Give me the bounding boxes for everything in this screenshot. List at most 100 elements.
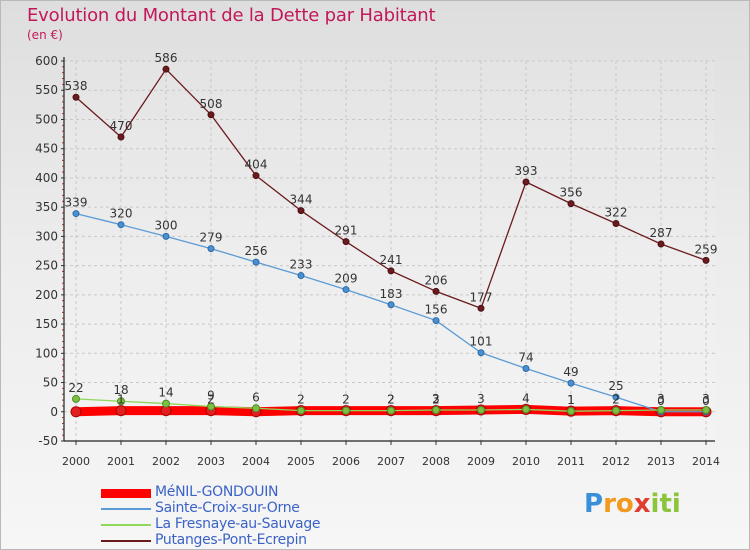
- y-tick-label: -50: [38, 434, 58, 448]
- x-tick-label: 2001: [107, 455, 135, 468]
- y-tick-label: 300: [35, 229, 58, 243]
- data-point-putanges-pont-ecrepin: [657, 240, 665, 248]
- data-point-putanges-pont-ecrepin: [117, 133, 125, 141]
- data-label-putanges-pont-ecrepin: 344: [290, 193, 313, 207]
- data-label-menil-gondouin: 1: [567, 393, 575, 407]
- data-point-putanges-pont-ecrepin: [522, 178, 530, 186]
- data-point-la-fresnaye-au-sauvage: [162, 399, 170, 408]
- data-point-la-fresnaye-au-sauvage: [567, 407, 575, 416]
- legend-label: Putanges-Pont-Ecrepin: [155, 532, 307, 548]
- data-label-sainte-croix-sur-orne: 101: [470, 335, 493, 349]
- data-label-sainte-croix-sur-orne: 233: [290, 258, 313, 272]
- data-label-sainte-croix-sur-orne: 300: [155, 218, 178, 232]
- logo-letter: o: [615, 489, 634, 519]
- data-label-sainte-croix-sur-orne: 49: [563, 365, 578, 379]
- x-tick-label: 2012: [602, 455, 630, 468]
- data-label-la-fresnaye-au-sauvage: 3: [657, 392, 665, 406]
- data-point-sainte-croix-sur-orne: [72, 210, 80, 218]
- data-point-putanges-pont-ecrepin: [72, 93, 80, 101]
- x-tick-label: 2006: [332, 455, 360, 468]
- y-tick-label: 600: [35, 54, 58, 68]
- x-tick-label: 2013: [647, 455, 675, 468]
- data-label-putanges-pont-ecrepin: 259: [695, 242, 718, 256]
- data-label-sainte-croix-sur-orne: 339: [65, 196, 88, 210]
- data-label-menil-gondouin: 2: [387, 393, 395, 407]
- x-tick-label: 2009: [467, 455, 495, 468]
- data-point-la-fresnaye-au-sauvage: [252, 404, 260, 413]
- data-label-putanges-pont-ecrepin: 206: [425, 273, 448, 287]
- data-point-putanges-pont-ecrepin: [342, 238, 350, 246]
- data-label-putanges-pont-ecrepin: 291: [335, 224, 358, 238]
- data-label-sainte-croix-sur-orne: 74: [518, 351, 533, 365]
- x-tick-label: 2004: [242, 455, 270, 468]
- data-label-putanges-pont-ecrepin: 393: [515, 164, 538, 178]
- data-point-putanges-pont-ecrepin: [297, 207, 305, 215]
- data-label-la-fresnaye-au-sauvage: 18: [113, 383, 128, 397]
- proxiti-logo: Proxiti: [584, 489, 681, 519]
- data-point-la-fresnaye-au-sauvage: [207, 402, 215, 411]
- data-label-la-fresnaye-au-sauvage: 3: [432, 392, 440, 406]
- data-label-menil-gondouin: 2: [207, 393, 215, 407]
- chart-unit: (en €): [27, 28, 63, 42]
- logo-letter: P: [584, 489, 604, 519]
- data-point-sainte-croix-sur-orne: [252, 258, 260, 266]
- data-point-menil-gondouin: [115, 405, 127, 417]
- data-point-sainte-croix-sur-orne: [387, 301, 395, 309]
- x-tick-label: 2008: [422, 455, 450, 468]
- logo-letter: i: [650, 489, 660, 519]
- data-point-la-fresnaye-au-sauvage: [342, 406, 350, 415]
- data-point-sainte-croix-sur-orne: [297, 272, 305, 280]
- chart-title: Evolution du Montant de la Dette par Hab…: [27, 5, 436, 26]
- data-point-menil-gondouin: [70, 406, 82, 418]
- data-point-putanges-pont-ecrepin: [387, 267, 395, 275]
- data-point-la-fresnaye-au-sauvage: [432, 406, 440, 415]
- logo-letter: i: [671, 489, 681, 519]
- data-point-la-fresnaye-au-sauvage: [117, 397, 125, 406]
- data-label-putanges-pont-ecrepin: 470: [110, 119, 133, 133]
- y-tick-label: 450: [35, 142, 58, 156]
- data-point-la-fresnaye-au-sauvage: [612, 406, 620, 415]
- data-label-la-fresnaye-au-sauvage: 3: [702, 392, 710, 406]
- data-label-menil-gondouin: 2: [432, 393, 440, 407]
- data-point-putanges-pont-ecrepin: [702, 256, 710, 264]
- data-label-sainte-croix-sur-orne: 183: [380, 287, 403, 301]
- y-tick-label: 500: [35, 112, 58, 126]
- logo-letter: t: [659, 489, 672, 519]
- legend-label: Sainte-Croix-sur-Orne: [155, 500, 300, 516]
- data-label-putanges-pont-ecrepin: 508: [200, 97, 223, 111]
- data-point-la-fresnaye-au-sauvage: [72, 394, 80, 403]
- y-tick-label: 0: [50, 405, 58, 419]
- y-tick-label: 100: [35, 346, 58, 360]
- x-tick-label: 2003: [197, 455, 225, 468]
- data-label-putanges-pont-ecrepin: 287: [650, 226, 673, 240]
- data-point-la-fresnaye-au-sauvage: [387, 406, 395, 415]
- data-point-sainte-croix-sur-orne: [477, 349, 485, 357]
- plot-area: [64, 61, 715, 441]
- x-tick-label: 2005: [287, 455, 315, 468]
- x-tick-label: 2000: [62, 455, 90, 468]
- data-point-putanges-pont-ecrepin: [162, 65, 170, 73]
- data-label-la-fresnaye-au-sauvage: 2: [612, 393, 620, 407]
- data-label-sainte-croix-sur-orne: 256: [245, 244, 268, 258]
- data-point-la-fresnaye-au-sauvage: [477, 406, 485, 415]
- data-point-sainte-croix-sur-orne: [432, 317, 440, 325]
- data-label-la-fresnaye-au-sauvage: 2: [297, 393, 305, 407]
- y-tick-label: 400: [35, 171, 58, 185]
- data-label-putanges-pont-ecrepin: 538: [65, 79, 88, 93]
- data-label-la-fresnaye-au-sauvage: 3: [477, 392, 485, 406]
- data-label-putanges-pont-ecrepin: 404: [245, 158, 268, 172]
- data-label-sainte-croix-sur-orne: 0: [657, 394, 665, 408]
- data-point-sainte-croix-sur-orne: [612, 393, 620, 401]
- data-label-la-fresnaye-au-sauvage: 4: [522, 391, 530, 405]
- y-tick-label: 200: [35, 288, 58, 302]
- legend-swatch: [101, 508, 151, 510]
- data-point-la-fresnaye-au-sauvage: [297, 406, 305, 415]
- data-label-putanges-pont-ecrepin: 586: [155, 51, 178, 65]
- data-label-la-fresnaye-au-sauvage: 14: [158, 386, 173, 400]
- y-tick-label: 50: [43, 376, 58, 390]
- data-label-la-fresnaye-au-sauvage: 6: [252, 390, 260, 404]
- data-label-putanges-pont-ecrepin: 356: [560, 186, 583, 200]
- legend-label: MéNIL-GONDOUIN: [155, 484, 279, 500]
